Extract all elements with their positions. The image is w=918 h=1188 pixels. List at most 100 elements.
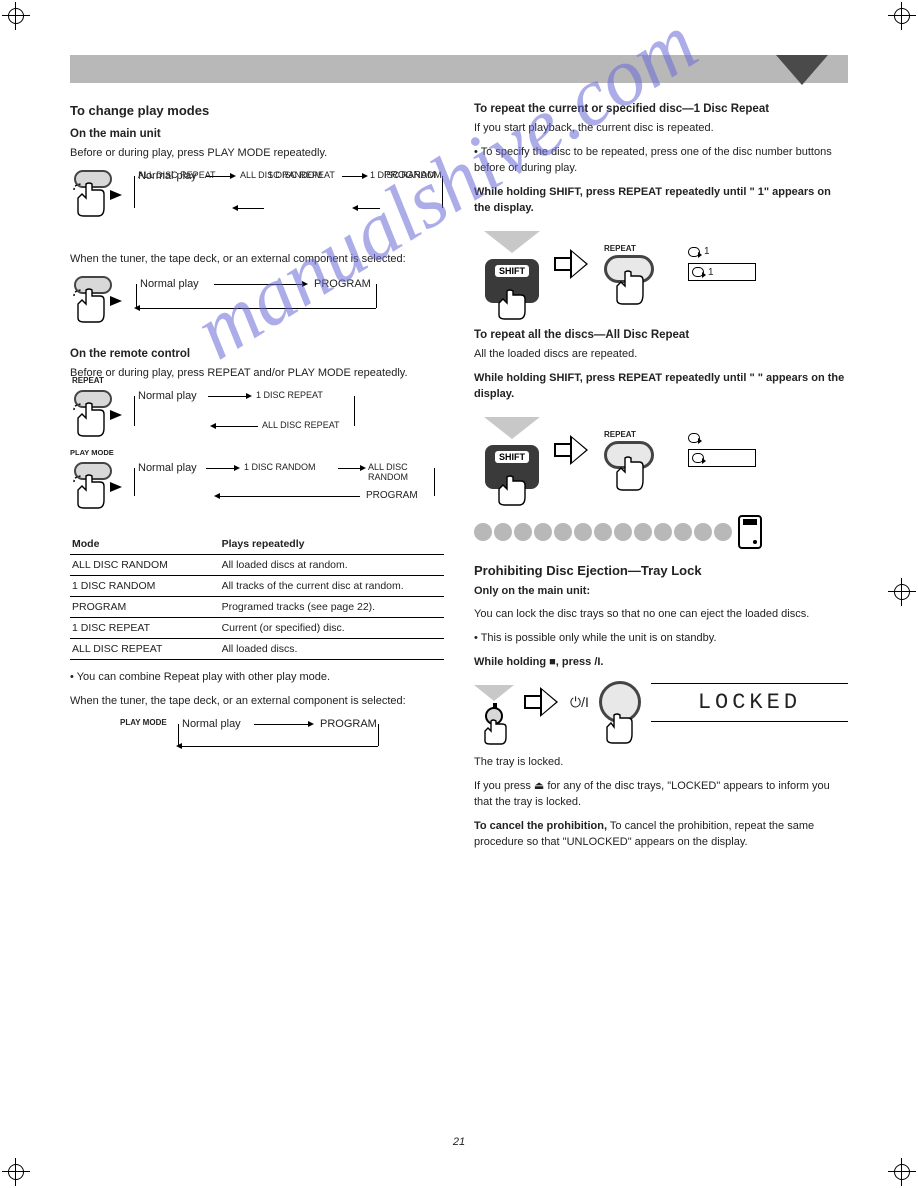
sec-title: To repeat all the discs—All Disc Repeat (474, 329, 848, 341)
node: Normal play (182, 718, 241, 730)
step: While holding ■, press /I. (474, 655, 848, 671)
flow-diagram-1: Normal play ALL DISC RANDOM 1 DISC RANDO… (134, 170, 444, 230)
btn-label: PLAY MODE (70, 448, 114, 457)
then-arrow-icon (554, 249, 590, 279)
play-mode-button-icon (70, 170, 126, 220)
step: While holding SHIFT, press REPEAT repeat… (474, 371, 848, 403)
desc: Before or during play, press REPEAT and/… (70, 366, 444, 382)
btn-label: REPEAT (72, 376, 104, 385)
p: If you press ⏏ for any of the disc trays… (474, 779, 848, 811)
shift-key-icon: SHIFT (485, 445, 539, 489)
lcd-text: LOCKED (698, 690, 801, 715)
block-playmode-remote: PLAY MODE Normal play 1 DISC RANDOM ALL … (70, 462, 444, 512)
flow-diagram-5: Normal play PROGRAM (178, 718, 444, 758)
table-row: 1 DISC RANDOMAll tracks of the current d… (70, 575, 444, 596)
p: You can lock the disc trays so that no o… (474, 607, 848, 623)
table-row: ALL DISC RANDOMAll loaded discs at rando… (70, 554, 444, 575)
sec-title: To repeat the current or specified disc—… (474, 103, 848, 115)
sec-tray-lock: Prohibiting Disc Ejection—Tray Lock Only… (474, 515, 848, 851)
p: • This is possible only while the unit i… (474, 631, 848, 647)
repeat-button-icon (604, 441, 654, 469)
node: 1 DISC REPEAT (256, 390, 323, 400)
node: PROGRAM (384, 170, 436, 181)
main-unit-only-icon (738, 515, 762, 549)
sub-head: When the tuner, the tape deck, or an ext… (70, 694, 444, 710)
down-arrow-icon (484, 417, 540, 439)
btn-label: REPEAT (604, 430, 654, 439)
only-on: Only on the main unit: (474, 584, 848, 600)
node: PROGRAM (366, 490, 418, 501)
shift-key-icon: SHIFT (485, 259, 539, 303)
lcd-text: 1 (708, 267, 714, 278)
section-divider (474, 515, 848, 549)
lock-heading: Prohibiting Disc Ejection—Tray Lock (474, 563, 848, 578)
p: The tray is locked. (474, 755, 848, 771)
node: Normal play (140, 278, 199, 290)
node: ALL DISC REPEAT (262, 420, 340, 430)
right-column: To repeat the current or specified disc—… (474, 103, 848, 877)
th-mode: Mode (70, 534, 220, 555)
flow-diagram-2: Normal play PROGRAM (134, 276, 444, 320)
repeat-button-icon (604, 255, 654, 283)
shift-label: SHIFT (495, 265, 529, 277)
table-row: 1 DISC REPEATCurrent (or specified) disc… (70, 617, 444, 638)
left-column: To change play modes On the main unit Be… (70, 103, 444, 877)
crop-mark-tl (2, 2, 30, 30)
sub-head: When the tuner, the tape deck, or an ext… (70, 252, 444, 268)
shift-label: SHIFT (495, 451, 529, 463)
block-remote: On the remote control Before or during p… (70, 348, 444, 440)
crop-mark-mr (888, 578, 916, 606)
crop-mark-br (888, 1158, 916, 1186)
btn-label: PLAY MODE (120, 718, 170, 727)
then-arrow-icon (554, 435, 590, 465)
node: 1 DISC RANDOM (244, 462, 316, 472)
node: ALL DISC REPEAT (138, 170, 216, 180)
node: 1 DISC REPEAT (268, 170, 335, 180)
p: If you start playback, the current disc … (474, 121, 848, 137)
step: While holding SHIFT, press REPEAT repeat… (474, 185, 848, 217)
table-row: PROGRAMProgramed tracks (see page 22). (70, 596, 444, 617)
p: All the loaded discs are repeated. (474, 347, 848, 363)
desc: Before or during play, press PLAY MODE r… (70, 146, 444, 162)
loop-icon (692, 453, 704, 463)
node: PROGRAM (314, 278, 371, 290)
page-number: 21 (0, 1136, 918, 1148)
play-mode-button-icon: PLAY MODE (70, 462, 126, 512)
block-other-source-2: When the tuner, the tape deck, or an ext… (70, 694, 444, 758)
node: Normal play (138, 462, 197, 474)
header-triangle-icon (776, 55, 828, 85)
table-row: ALL DISC REPEATAll loaded discs. (70, 638, 444, 659)
down-arrow-icon (474, 685, 514, 701)
modes-table: Mode Plays repeatedly ALL DISC RANDOMAll… (70, 534, 444, 660)
flow-diagram-4: Normal play 1 DISC RANDOM ALL DISC RANDO… (134, 462, 444, 512)
play-mode-button-icon (70, 276, 126, 326)
crop-mark-bl (2, 1158, 30, 1186)
node: PROGRAM (320, 718, 377, 730)
section-title: To change play modes (70, 103, 444, 118)
block-main-unit: On the main unit Before or during play, … (70, 128, 444, 230)
note: • You can combine Repeat play with other… (70, 670, 444, 686)
down-arrow-icon (484, 231, 540, 253)
sec-1disc-repeat: To repeat the current or specified disc—… (474, 103, 848, 303)
sec-alldisc-repeat: To repeat all the discs—All Disc Repeat … (474, 329, 848, 489)
lcd-display: LOCKED (651, 683, 848, 722)
loop-icon (688, 247, 700, 257)
then-arrow-icon (524, 687, 560, 717)
sub-head: On the remote control (70, 348, 444, 360)
p: To cancel the prohibition, To cancel the… (474, 819, 848, 851)
power-icon: ⏻/I (570, 694, 589, 711)
block-other-source-1: When the tuner, the tape deck, or an ext… (70, 252, 444, 326)
crop-mark-tr (888, 2, 916, 30)
node: ALL DISC RANDOM (368, 462, 444, 482)
p: • To specify the disc to be repeated, pr… (474, 145, 848, 177)
lcd-text: 1 (704, 246, 710, 257)
loop-icon (688, 433, 700, 443)
lcd-box: 1 (688, 263, 756, 281)
flow-diagram-3: Normal play 1 DISC REPEAT ALL DISC REPEA… (134, 390, 444, 440)
loop-icon (692, 267, 704, 277)
lcd-box (688, 449, 756, 467)
header-bar (70, 55, 848, 83)
sub-head: On the main unit (70, 128, 444, 140)
th-plays: Plays repeatedly (220, 534, 444, 555)
btn-label: REPEAT (604, 244, 654, 253)
